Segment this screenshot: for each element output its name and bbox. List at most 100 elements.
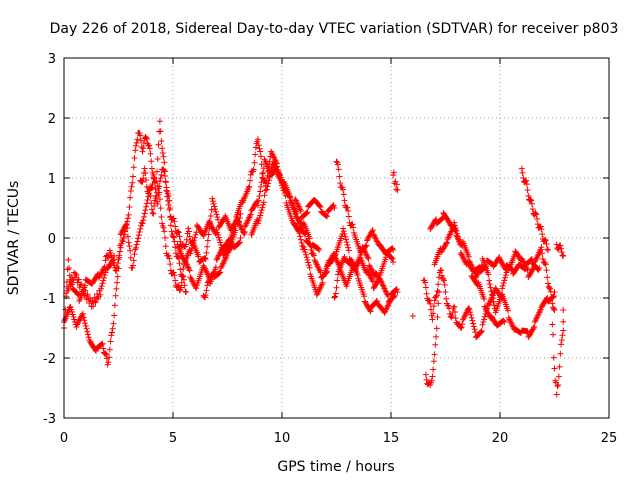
data-point <box>297 207 304 214</box>
data-point <box>558 337 565 344</box>
data-point <box>367 265 374 272</box>
data-point <box>236 222 243 229</box>
data-point <box>366 263 373 270</box>
data-point <box>547 285 554 292</box>
data-point <box>185 225 192 232</box>
data-point <box>539 250 546 257</box>
data-point <box>129 179 136 186</box>
data-point <box>454 233 461 240</box>
data-point <box>214 255 221 262</box>
data-point <box>366 272 373 279</box>
data-point <box>149 209 156 216</box>
data-point <box>508 320 515 327</box>
data-point <box>205 278 212 285</box>
data-point <box>319 279 326 286</box>
data-point <box>550 331 557 338</box>
data-point <box>183 241 190 248</box>
data-point <box>374 298 381 305</box>
data-point <box>278 179 285 186</box>
data-point <box>547 288 554 295</box>
data-point <box>257 209 264 216</box>
data-point <box>458 251 465 258</box>
data-point <box>481 313 488 320</box>
data-point <box>544 274 551 281</box>
data-point <box>193 229 200 236</box>
data-point <box>127 247 134 254</box>
data-point <box>255 142 262 149</box>
data-point <box>181 257 188 264</box>
data-point <box>148 184 155 191</box>
data-point <box>188 277 195 284</box>
data-point <box>139 178 146 185</box>
data-point <box>251 159 258 166</box>
data-point <box>467 309 474 316</box>
data-point <box>81 317 88 324</box>
data-point <box>115 265 122 272</box>
data-point <box>369 228 376 235</box>
data-point <box>462 312 469 319</box>
y-axis-ticks: -3 -2 -1 0 1 2 3 <box>43 52 609 427</box>
data-point <box>559 332 566 339</box>
data-point <box>486 281 493 288</box>
data-point <box>557 242 564 249</box>
data-point <box>113 285 120 292</box>
data-point <box>459 254 466 261</box>
data-point <box>140 217 147 224</box>
data-point <box>374 238 381 245</box>
data-point <box>560 327 567 334</box>
data-point <box>322 212 329 219</box>
x-tick-label: 0 <box>60 431 68 446</box>
data-point <box>256 145 263 152</box>
data-point <box>362 299 369 306</box>
data-point <box>364 268 371 275</box>
data-point <box>323 212 330 219</box>
data-point <box>215 216 222 223</box>
data-point <box>207 219 214 226</box>
data-point <box>98 270 105 277</box>
data-point <box>257 148 264 155</box>
data-point <box>430 358 437 365</box>
data-point <box>140 145 147 152</box>
data-point <box>333 158 340 165</box>
data-point <box>117 231 124 238</box>
data-point <box>85 334 92 341</box>
data-point <box>207 213 214 220</box>
data-point <box>502 266 509 273</box>
data-point <box>255 217 262 224</box>
data-point <box>452 225 459 232</box>
data-point <box>344 204 351 211</box>
data-point <box>442 288 449 295</box>
data-point <box>119 227 126 234</box>
data-point <box>523 181 530 188</box>
data-point <box>79 310 86 317</box>
data-point <box>554 383 561 390</box>
data-point <box>550 354 557 361</box>
data-point <box>483 307 490 314</box>
data-point <box>484 309 491 316</box>
data-point <box>188 245 195 252</box>
data-point <box>109 257 116 264</box>
data-point <box>364 252 371 259</box>
data-point <box>179 272 186 279</box>
data-point <box>371 232 378 239</box>
data-point <box>110 320 117 327</box>
data-point <box>68 308 75 315</box>
data-point <box>286 193 293 200</box>
data-point <box>177 284 184 291</box>
data-point <box>315 245 322 252</box>
data-point <box>451 308 458 315</box>
data-point <box>247 171 254 178</box>
data-point <box>292 197 299 204</box>
data-point <box>422 371 429 378</box>
data-point <box>236 239 243 246</box>
data-point <box>553 241 560 248</box>
data-point <box>208 206 215 213</box>
data-point <box>307 241 314 248</box>
data-point <box>143 183 150 190</box>
data-point <box>171 272 178 279</box>
data-point <box>469 317 476 324</box>
data-point <box>105 359 112 366</box>
data-point <box>468 314 475 321</box>
data-point <box>372 234 379 241</box>
